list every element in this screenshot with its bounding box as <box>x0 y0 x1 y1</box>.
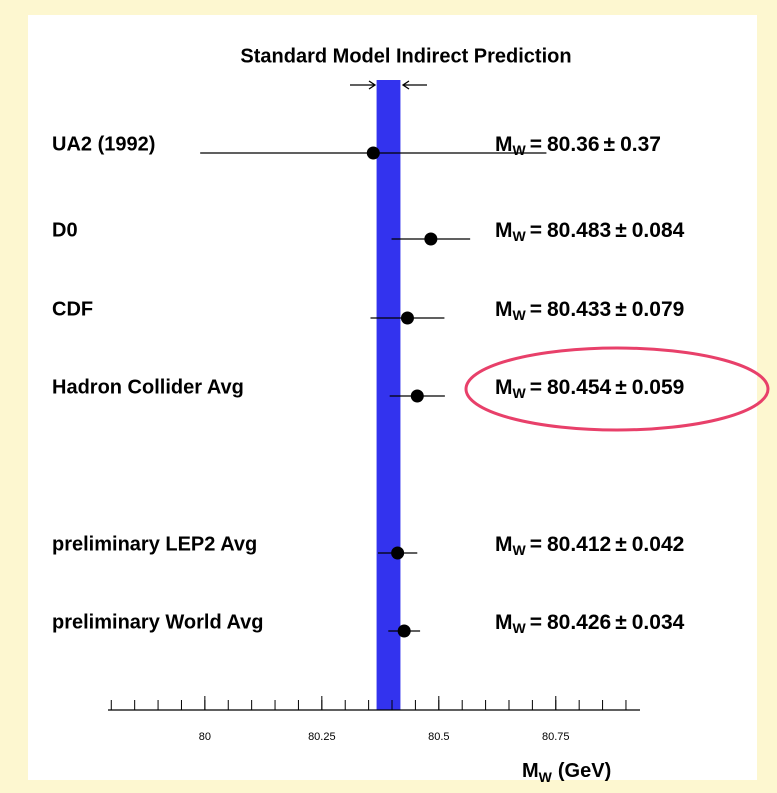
symbol: M <box>495 376 513 399</box>
symbol: M <box>495 611 513 634</box>
row-label: UA2 (1992) <box>52 133 155 155</box>
symbol: M <box>522 760 539 782</box>
subscript: W <box>513 542 527 558</box>
value: 80.454 <box>547 376 612 399</box>
plus-minus: ± <box>615 611 627 634</box>
x-tick-label: 80.5 <box>428 731 449 743</box>
error: 0.37 <box>620 133 661 156</box>
x-tick-label: 80 <box>199 731 211 743</box>
row-label: CDF <box>52 298 93 320</box>
band-arrows <box>350 80 427 90</box>
error: 0.034 <box>632 611 685 634</box>
subscript: W <box>513 385 527 401</box>
value: 80.483 <box>547 219 611 242</box>
symbol: M <box>495 133 513 156</box>
value: 80.36 <box>547 133 600 156</box>
plus-minus: ± <box>615 376 627 399</box>
plus-minus: ± <box>615 533 627 556</box>
error: 0.059 <box>632 376 685 399</box>
data-point <box>391 546 405 560</box>
equals: = <box>530 376 542 399</box>
value: 80.433 <box>547 298 611 321</box>
data-point <box>400 311 414 325</box>
equals: = <box>530 298 542 321</box>
data-point <box>410 389 424 403</box>
value: 80.412 <box>547 533 611 556</box>
symbol: M <box>495 219 513 242</box>
equals: = <box>530 219 542 242</box>
symbol: M <box>495 533 513 556</box>
data-point <box>397 624 411 638</box>
error: 0.079 <box>632 298 685 321</box>
x-tick-label: 80.75 <box>542 731 570 743</box>
equals: = <box>530 533 542 556</box>
plus-minus: ± <box>615 219 627 242</box>
x-tick-label: 80.25 <box>308 731 336 743</box>
highlight-ellipse <box>464 346 770 432</box>
value-label: MW = 80.36 ±0.37 <box>495 133 661 158</box>
subscript: W <box>513 620 527 636</box>
error: 0.042 <box>632 533 685 556</box>
value-label: MW = 80.454 ±0.059 <box>495 376 684 401</box>
value-label: MW = 80.433 ±0.079 <box>495 298 684 323</box>
prediction-band <box>376 80 401 710</box>
x-axis-label: MW (GeV) <box>522 760 611 784</box>
subscript: W <box>539 769 553 785</box>
unit: (GeV) <box>558 760 611 782</box>
row-label: D0 <box>52 219 78 241</box>
data-point <box>366 146 380 160</box>
subscript: W <box>513 228 527 244</box>
row-label: preliminary LEP2 Avg <box>52 533 257 555</box>
equals: = <box>530 133 542 156</box>
equals: = <box>530 611 542 634</box>
chart-title: Standard Model Indirect Prediction <box>240 45 571 67</box>
subscript: W <box>513 142 527 158</box>
value-label: MW = 80.412 ±0.042 <box>495 533 684 558</box>
row-label: preliminary World Avg <box>52 611 264 633</box>
value-label: MW = 80.483 ±0.084 <box>495 219 685 244</box>
symbol: M <box>495 298 513 321</box>
value-label: MW = 80.426 ±0.034 <box>495 611 685 636</box>
data-point <box>424 232 438 246</box>
plus-minus: ± <box>604 133 616 156</box>
subscript: W <box>513 307 527 323</box>
error: 0.084 <box>632 219 685 242</box>
row-label: Hadron Collider Avg <box>52 376 244 398</box>
value: 80.426 <box>547 611 611 634</box>
plus-minus: ± <box>615 298 627 321</box>
